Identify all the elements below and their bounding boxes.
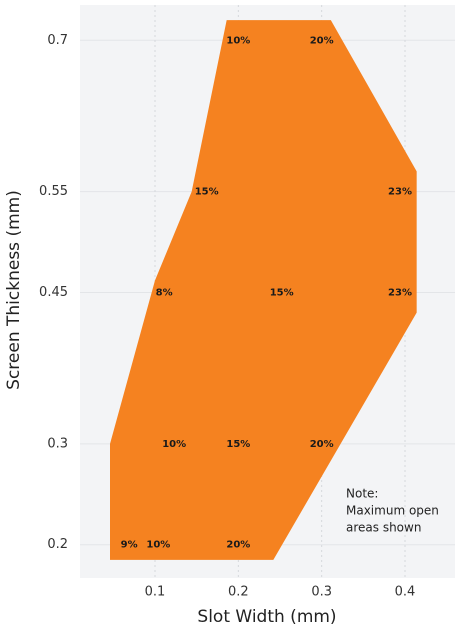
data-label: 10% — [226, 35, 250, 46]
data-label: 10% — [146, 540, 170, 551]
y-tick-label: 0.7 — [47, 33, 68, 48]
data-label: 15% — [195, 187, 219, 198]
data-label: 9% — [121, 540, 138, 551]
x-tick-label: 0.4 — [395, 585, 416, 600]
note-text: Maximum open — [346, 504, 439, 518]
data-label: 8% — [156, 288, 173, 299]
x-axis-label: Slot Width (mm) — [197, 607, 336, 627]
y-tick-label: 0.2 — [47, 537, 68, 552]
note-text: Note: — [346, 487, 378, 501]
data-label: 23% — [388, 187, 412, 198]
data-label: 20% — [310, 35, 334, 46]
note-text: areas shown — [346, 521, 421, 535]
y-tick-label: 0.3 — [47, 436, 68, 451]
x-tick-label: 0.1 — [145, 585, 166, 600]
data-label: 20% — [310, 439, 334, 450]
x-tick-label: 0.3 — [311, 585, 332, 600]
area — [110, 20, 417, 560]
data-label: 10% — [162, 439, 186, 450]
data-label: 15% — [270, 288, 294, 299]
y-tick-label: 0.45 — [39, 285, 68, 300]
x-tick-label: 0.2 — [228, 585, 249, 600]
y-tick-label: 0.55 — [39, 184, 68, 199]
y-axis-label: Screen Thickness (mm) — [4, 190, 24, 390]
data-label: 23% — [388, 288, 412, 299]
data-label: 20% — [226, 540, 250, 551]
data-label: 15% — [226, 439, 250, 450]
